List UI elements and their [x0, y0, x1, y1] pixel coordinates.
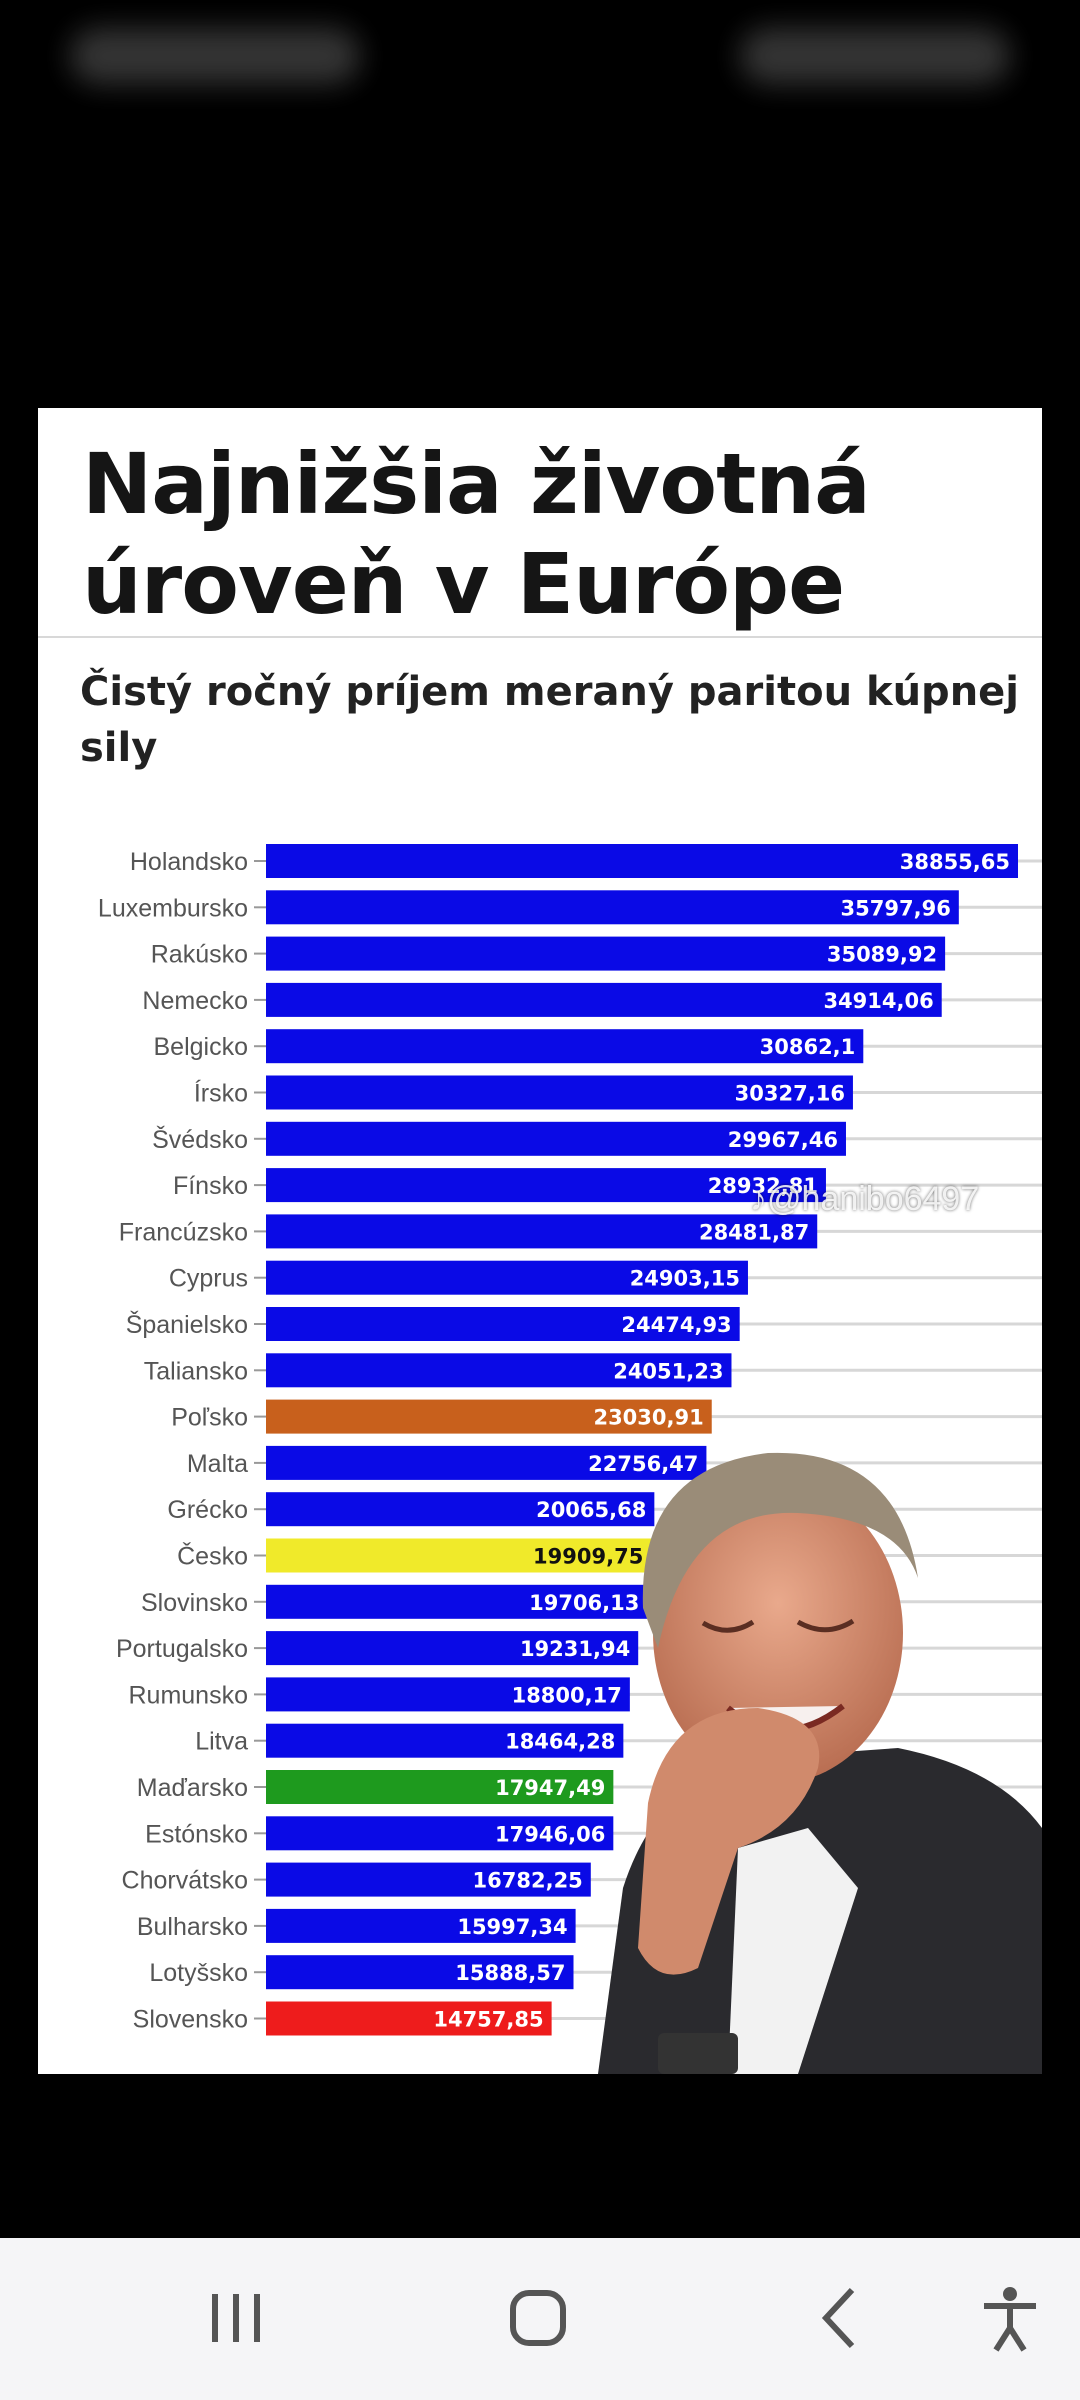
category-label: Poľsko — [171, 1404, 248, 1432]
bar-14 — [266, 1492, 655, 1527]
bar-21 — [266, 1816, 614, 1851]
title-divider — [38, 636, 1042, 638]
value-label: 28932,81 — [708, 1174, 818, 1198]
bar-19 — [266, 1723, 624, 1758]
tiktok-icon: ♪ — [750, 1180, 767, 1218]
bar-2 — [266, 936, 946, 971]
category-label: Česko — [177, 1542, 248, 1571]
value-label: 35089,92 — [827, 943, 937, 967]
value-label: 16782,25 — [473, 1869, 583, 1893]
value-label: 24051,23 — [613, 1359, 723, 1383]
bar-4 — [266, 1029, 864, 1064]
watch-shape — [658, 2033, 738, 2074]
chart-title: Najnižšia životná úroveň v Európe — [82, 435, 871, 633]
accessibility-icon[interactable] — [970, 2278, 1050, 2358]
value-label: 18800,17 — [512, 1683, 622, 1707]
category-label: Švédsko — [152, 1125, 248, 1154]
value-label: 15888,57 — [455, 1961, 565, 1985]
bar-13 — [266, 1445, 707, 1480]
category-label: Slovensko — [133, 2006, 248, 2034]
bar-15 — [266, 1538, 652, 1573]
bar-25 — [266, 2001, 552, 2036]
category-label: Luxembursko — [98, 894, 248, 922]
value-label: 18464,28 — [505, 1730, 615, 1754]
status-bar-left — [70, 28, 360, 84]
hand-shape — [638, 1708, 820, 1975]
category-label: Chorvátsko — [122, 1867, 248, 1895]
value-label: 30862,1 — [760, 1035, 856, 1059]
value-label: 19706,13 — [529, 1591, 639, 1615]
category-label: Rakúsko — [151, 941, 248, 969]
bar-24 — [266, 1955, 574, 1990]
bar-20 — [266, 1770, 614, 1804]
category-label: Malta — [187, 1450, 248, 1478]
watermark-handle: @hanibo6497 — [767, 1180, 980, 1218]
bar-10 — [266, 1307, 740, 1341]
bar-11 — [266, 1353, 732, 1388]
value-label: 19231,94 — [520, 1637, 630, 1661]
value-label: 29967,46 — [728, 1128, 838, 1152]
bar-18 — [266, 1677, 630, 1712]
bar-23 — [266, 1908, 576, 1943]
bar-12 — [266, 1399, 712, 1434]
bar-3 — [266, 982, 942, 1017]
bar-8 — [266, 1214, 818, 1249]
value-label: 15997,34 — [457, 1915, 567, 1939]
value-label: 20065,68 — [536, 1498, 646, 1522]
category-label: Maďarsko — [137, 1774, 248, 1802]
value-label: 24474,93 — [621, 1313, 731, 1337]
category-label: Lotyšsko — [149, 1959, 248, 1987]
category-label: Portugalsko — [116, 1635, 248, 1663]
category-label: Litva — [195, 1728, 248, 1756]
bar-7 — [266, 1168, 826, 1203]
bar-9 — [266, 1260, 748, 1295]
value-label: 35797,96 — [841, 896, 951, 920]
value-label: 38855,65 — [900, 850, 1010, 874]
category-label: Francúzsko — [119, 1218, 248, 1246]
bar-6 — [266, 1121, 846, 1156]
category-label: Bulharsko — [137, 1913, 248, 1941]
bar-22 — [266, 1862, 591, 1897]
category-label: Belgicko — [154, 1033, 249, 1061]
shirt-shape — [728, 1828, 858, 2074]
category-label: Španielsko — [126, 1310, 248, 1339]
category-label: Estónsko — [145, 1820, 248, 1848]
value-label: 14757,85 — [433, 2008, 543, 2032]
bar-17 — [266, 1631, 639, 1666]
value-label: 17946,06 — [495, 1822, 605, 1846]
category-label: Fínsko — [173, 1172, 248, 1200]
category-label: Írsko — [194, 1079, 248, 1108]
hair-shape — [642, 1452, 918, 1648]
category-label: Holandsko — [130, 848, 248, 876]
bar-1 — [266, 890, 959, 925]
bar-0 — [266, 844, 1018, 878]
category-label: Slovinsko — [141, 1589, 248, 1617]
value-label: 17947,49 — [495, 1776, 605, 1800]
bar-16 — [266, 1584, 648, 1619]
category-label: Cyprus — [169, 1265, 248, 1293]
back-icon[interactable] — [800, 2278, 880, 2358]
status-bar-right — [740, 28, 1010, 84]
category-label: Grécko — [167, 1496, 248, 1524]
category-label: Rumunsko — [129, 1681, 249, 1709]
navigation-bar — [0, 2238, 1080, 2400]
value-label: 22756,47 — [588, 1452, 698, 1476]
value-label: 24903,15 — [630, 1267, 740, 1291]
home-icon[interactable] — [498, 2278, 578, 2358]
chart-card: Najnižšia životná úroveň v Európe Čistý … — [38, 408, 1042, 2074]
bar-5 — [266, 1075, 853, 1110]
value-label: 23030,91 — [593, 1406, 703, 1430]
person-photo — [598, 1452, 1042, 2074]
value-label: 34914,06 — [823, 989, 933, 1013]
category-label: Taliansko — [144, 1357, 248, 1385]
value-label: 28481,87 — [699, 1220, 809, 1244]
value-label: 30327,16 — [735, 1082, 845, 1106]
tiktok-watermark: ♪@hanibo6497 — [750, 1180, 979, 1219]
chart-subtitle: Čistý ročný príjem meraný paritou kúpnej… — [80, 669, 1020, 771]
recents-icon[interactable] — [196, 2278, 276, 2358]
category-label: Nemecko — [142, 987, 248, 1015]
value-label: 19909,75 — [533, 1545, 643, 1569]
